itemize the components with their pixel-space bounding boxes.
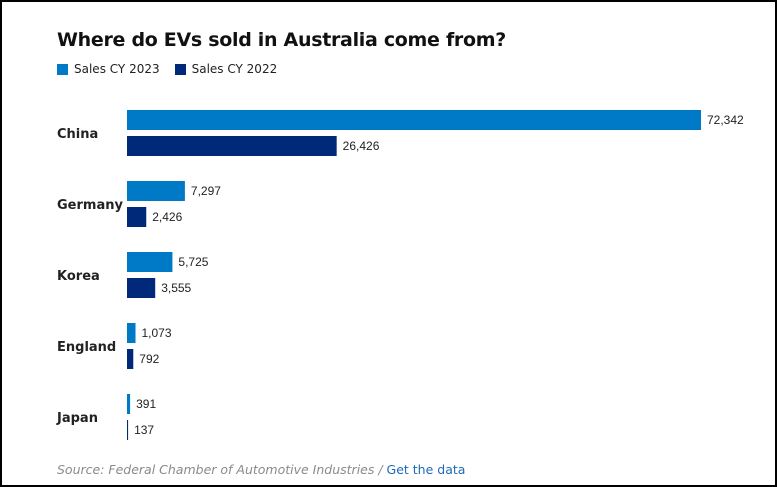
- legend-swatch-2023: [57, 63, 68, 75]
- legend: Sales CY 2023 Sales CY 2022: [57, 62, 292, 76]
- bar-china-2023: [127, 110, 701, 130]
- data-label: 72,342: [707, 113, 744, 127]
- legend-item-2023: Sales CY 2023: [57, 62, 160, 76]
- legend-swatch-2022: [174, 63, 186, 75]
- bar-japan-2022: [127, 420, 129, 440]
- bar-japan-2023: [127, 394, 131, 414]
- category-label: Japan: [56, 411, 98, 426]
- bar-china-2022: [127, 136, 337, 156]
- bar-korea-2023: [127, 252, 173, 272]
- get-the-data-link[interactable]: Get the data: [386, 462, 466, 477]
- data-label: 137: [134, 423, 154, 437]
- category-label: Korea: [57, 269, 100, 284]
- source-text: Source: Federal Chamber of Automotive In…: [57, 462, 387, 477]
- legend-item-2022: Sales CY 2022: [174, 62, 278, 76]
- bar-england-2023: [127, 323, 136, 343]
- bar-germany-2022: [127, 207, 147, 227]
- category-label: England: [57, 340, 116, 355]
- legend-label-2023: Sales CY 2023: [74, 62, 160, 76]
- data-label: 1,073: [142, 326, 172, 340]
- chart-title: Where do EVs sold in Australia come from…: [57, 29, 506, 51]
- data-label: 3,555: [161, 281, 191, 295]
- data-label: 2,426: [152, 210, 182, 224]
- bar-england-2022: [127, 349, 134, 369]
- data-label: 7,297: [191, 184, 221, 198]
- bar-germany-2023: [127, 181, 185, 201]
- legend-label-2022: Sales CY 2022: [191, 62, 278, 76]
- category-label: China: [57, 127, 98, 142]
- data-label: 792: [139, 352, 159, 366]
- data-label: 26,426: [343, 139, 380, 153]
- data-label: 5,725: [178, 255, 208, 269]
- data-label: 391: [136, 397, 156, 411]
- bar-korea-2022: [127, 278, 156, 298]
- source-note: Source: Federal Chamber of Automotive In…: [57, 462, 465, 477]
- category-label: Germany: [57, 198, 123, 213]
